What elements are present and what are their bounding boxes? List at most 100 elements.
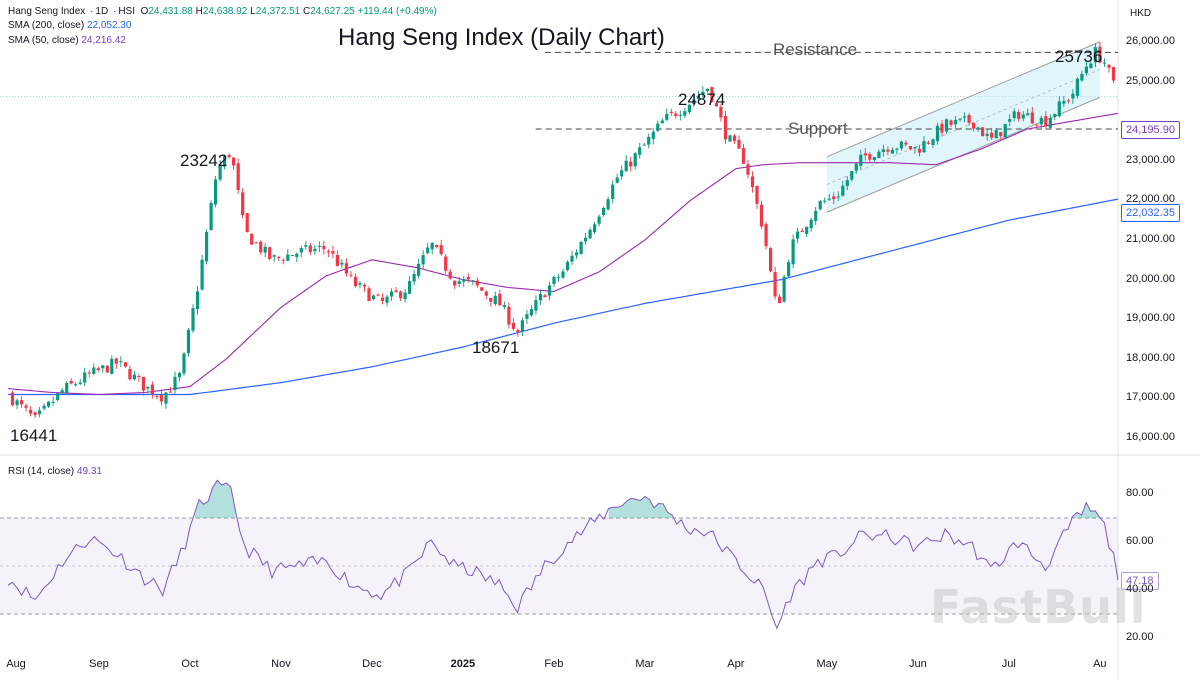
price-tick-label: 21,000.00 [1126, 233, 1175, 245]
candle-body [484, 291, 488, 296]
candle-body [173, 376, 177, 391]
candle-body [195, 291, 200, 310]
candle-body [963, 116, 967, 118]
candle-body [791, 239, 795, 265]
candle-body [1107, 64, 1111, 68]
candle-body [358, 283, 362, 285]
legend-sma50[interactable]: SMA (50, close) 24,216.42 [8, 35, 126, 47]
candle-body [854, 163, 858, 171]
peak-high-label: 25736 [1055, 47, 1103, 66]
legend-sma200[interactable]: SMA (200, close) 22,052.30 [8, 20, 131, 32]
interval[interactable]: 1D [95, 6, 109, 17]
candle-body [335, 255, 339, 266]
candle-body [33, 412, 37, 416]
time-tick-label: Dec [362, 658, 382, 670]
candle-body [435, 245, 439, 247]
time-tick-label: Feb [544, 658, 564, 670]
rsi-value: 49.31 [76, 466, 102, 477]
candle-body [516, 329, 520, 333]
candle-body [254, 242, 258, 244]
candle-body [1084, 66, 1088, 74]
candle-body [155, 396, 159, 398]
candle-body [24, 405, 28, 408]
support-label: Support [788, 119, 848, 138]
candle-body [493, 295, 497, 305]
candle-body [895, 148, 899, 150]
candle-body [1071, 93, 1075, 99]
candle-body [994, 130, 998, 139]
time-tick-label: Nov [271, 658, 291, 670]
price-tick-label: 20,000.00 [1126, 272, 1175, 285]
candle-body [137, 376, 141, 377]
candle-body [665, 113, 669, 120]
candle-body [277, 257, 281, 258]
candle-body [701, 91, 705, 95]
candle-body [56, 393, 60, 401]
time-tick-label: Jul [1001, 658, 1016, 670]
candle-body [399, 291, 403, 298]
change-value: +119.44 (+0.49%) [357, 6, 437, 17]
candle-body [290, 255, 294, 256]
support-resistance-levels [535, 51, 1118, 130]
candle-body [999, 132, 1003, 137]
candle-body [299, 248, 303, 253]
legend-rsi[interactable]: RSI (14, close) 49.31 [8, 466, 102, 478]
candle-body [1039, 117, 1043, 125]
candle-body [1111, 67, 1116, 81]
candle-body [362, 284, 367, 287]
candle-body [353, 276, 358, 287]
candle-body [1021, 114, 1025, 119]
candle-body [881, 149, 885, 152]
candle-body [123, 362, 127, 367]
candle-body [214, 179, 218, 205]
candle-body [286, 254, 290, 261]
candle-body [182, 353, 186, 374]
candle-body [1017, 112, 1021, 119]
candle-body [633, 153, 637, 167]
sma50-price-label: 24,195.90 [1121, 121, 1180, 139]
candle-body [944, 119, 949, 132]
candle-body [349, 274, 353, 276]
candle-body [836, 196, 840, 198]
candle-body [746, 164, 750, 175]
low-value: 24,372.51 [255, 6, 301, 17]
chart-title: Hang Seng Index (Daily Chart) [338, 24, 665, 51]
candle-body [692, 99, 696, 104]
candle-body [593, 224, 597, 232]
candle-body [872, 157, 876, 160]
candle-body [778, 296, 782, 304]
candle-body [340, 262, 344, 265]
high-value: 24,638.92 [202, 6, 248, 17]
candle-body [814, 210, 818, 221]
candle-body [281, 259, 285, 261]
candle-body [899, 141, 903, 149]
candle-body [922, 141, 926, 153]
candle-body [110, 358, 114, 374]
candle-body [498, 293, 502, 306]
candle-body [823, 200, 827, 202]
candle-body [141, 376, 145, 391]
rsi-line [7, 479, 1119, 630]
aug-low-label: 16441 [10, 426, 58, 445]
candle-body [480, 287, 484, 291]
symbol-name[interactable]: Hang Seng Index [8, 6, 86, 17]
currency-label: HKD [1130, 8, 1152, 19]
candle-body [403, 292, 407, 300]
candle-body [1035, 124, 1039, 126]
candle-body [489, 297, 493, 302]
channel-mid-line [826, 69, 1100, 185]
candle-body [1048, 118, 1052, 128]
candle-body [588, 229, 592, 239]
candle-body [674, 113, 678, 117]
candle-body [796, 231, 800, 239]
candle-body [60, 390, 64, 393]
candle-body [547, 285, 552, 296]
candle-body [611, 184, 615, 199]
candle-body [832, 196, 836, 200]
candle-body [150, 384, 154, 395]
rsi-tick-label: 60.00 [1126, 535, 1154, 547]
time-tick-label: Jun [908, 658, 927, 670]
candle-body [638, 147, 642, 155]
candle-body [1026, 113, 1030, 116]
